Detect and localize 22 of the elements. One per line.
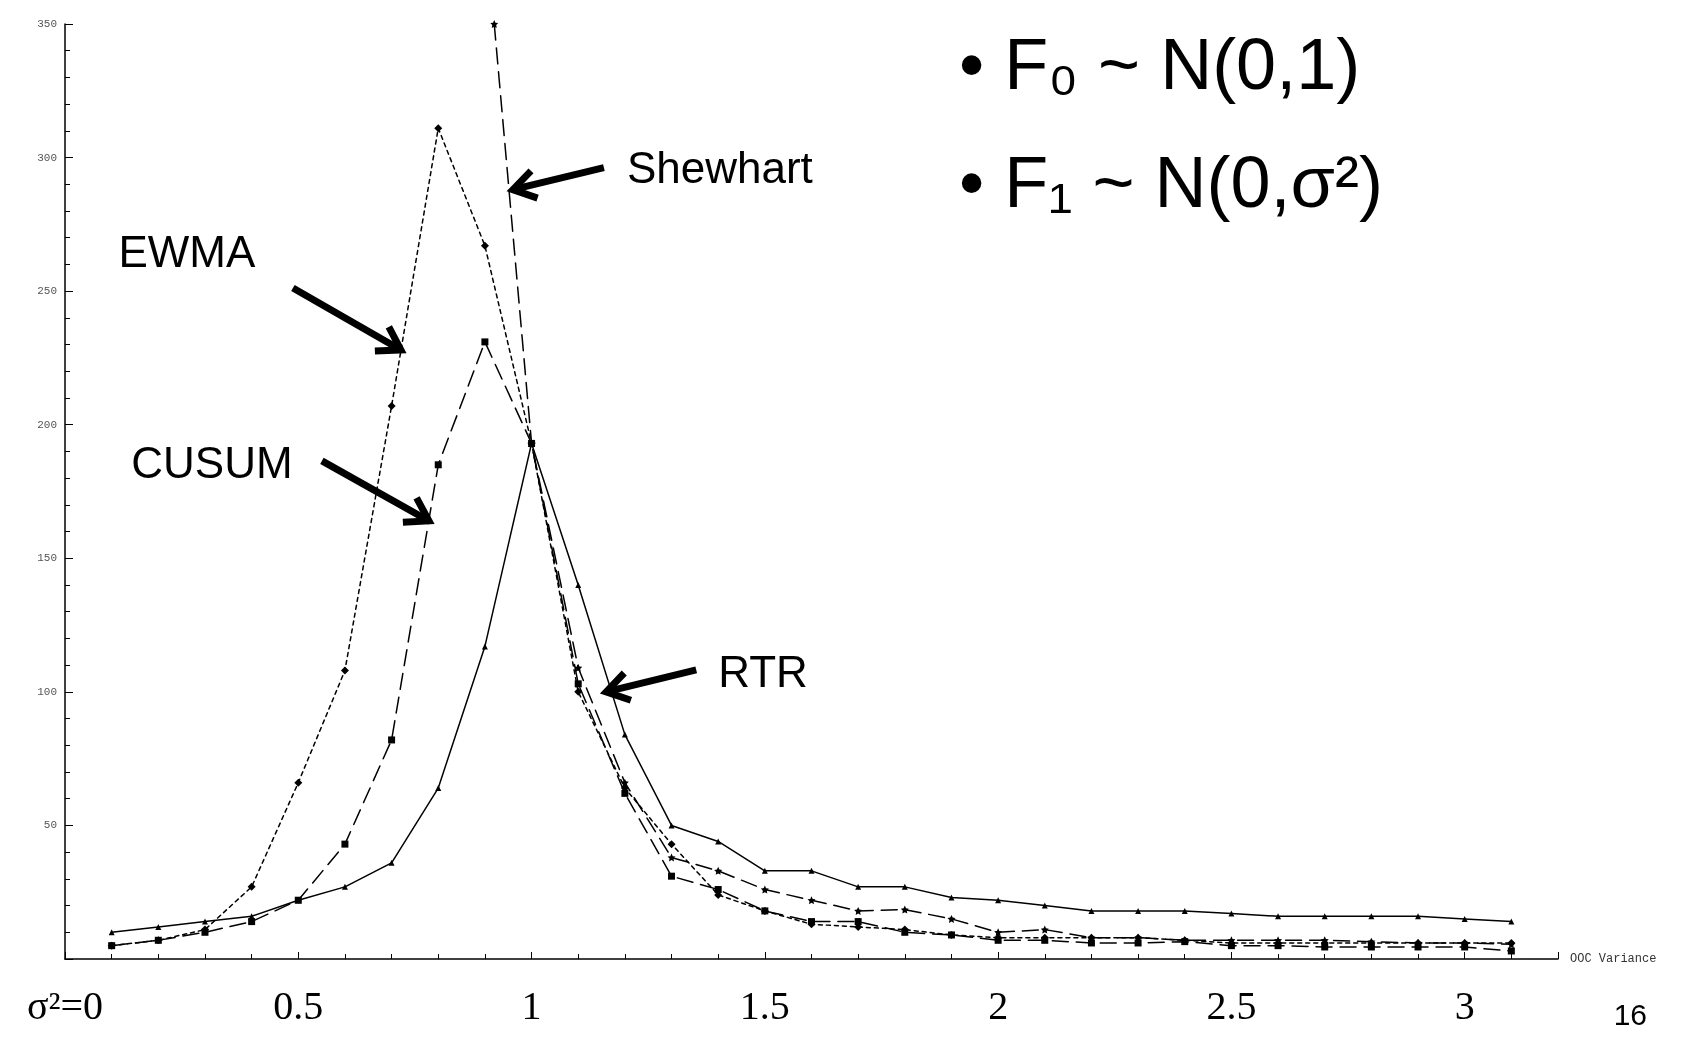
- y-tick-label: 350: [37, 18, 57, 30]
- annotation: Shewhart: [626, 143, 813, 193]
- annotation: • F₀ ~ N(0,1): [959, 24, 1361, 104]
- x-tick-label: 2: [988, 982, 1009, 1028]
- y-tick-label: 300: [37, 151, 57, 164]
- x-tick-label: 3: [1454, 982, 1475, 1028]
- x-tick-label: 0.5: [273, 982, 324, 1028]
- x-axis-title: OOC Variance: [1570, 952, 1657, 966]
- x-tick-label: 1: [521, 982, 542, 1028]
- annotation: CUSUM: [131, 438, 293, 488]
- annotation: EWMA: [118, 227, 257, 277]
- y-tick-label: 150: [37, 552, 57, 565]
- y-tick-label: 200: [37, 418, 57, 431]
- y-tick-label: 250: [37, 285, 57, 298]
- x-tick-label: 2.5: [1206, 982, 1257, 1028]
- y-tick-label: 50: [43, 819, 57, 832]
- annotation: • F₁ ~ N(0,σ²): [959, 142, 1383, 222]
- annotation: RTR: [718, 647, 808, 697]
- x-tick-label: σ²=0: [26, 982, 104, 1028]
- text: 16: [1613, 997, 1648, 1031]
- x-tick-label: 1.5: [739, 982, 790, 1028]
- y-tick-label: 100: [37, 685, 57, 698]
